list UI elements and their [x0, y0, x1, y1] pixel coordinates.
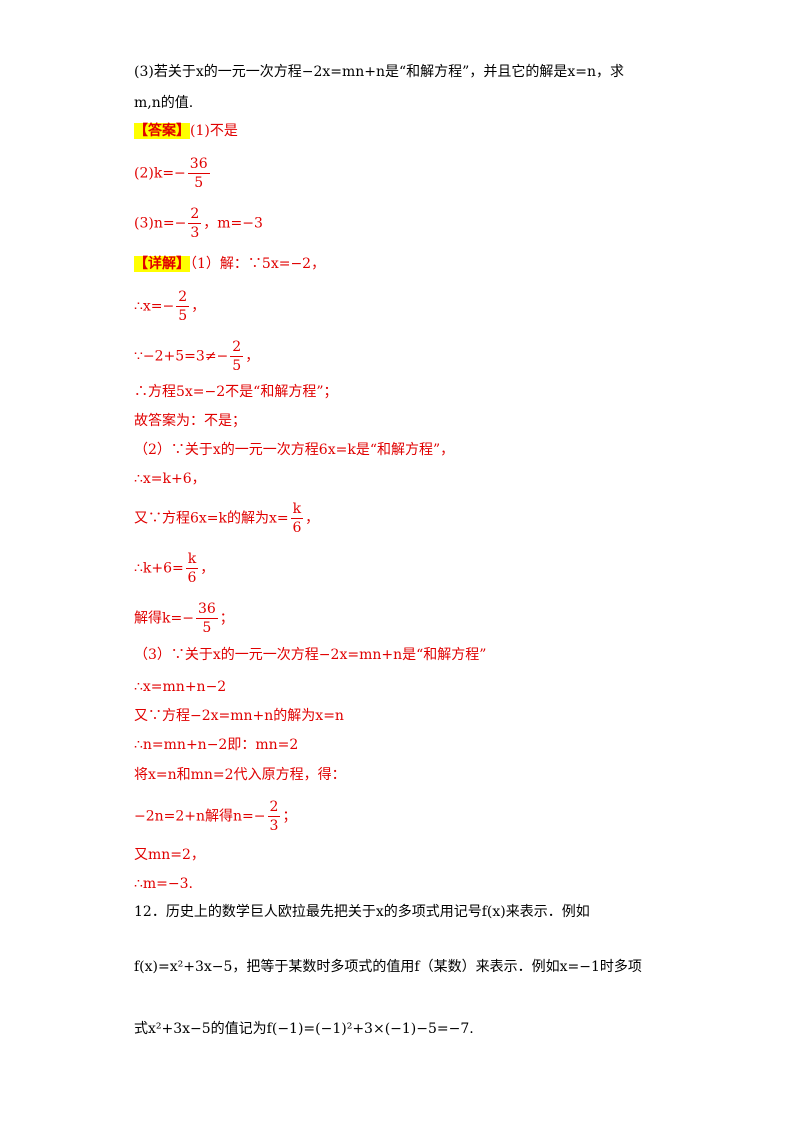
detail-tag: 【详解】 — [134, 256, 190, 272]
detail-line-18: ∴m=−3. — [134, 876, 194, 892]
detail-line-12: ∴x=mn+n−2 — [134, 679, 227, 695]
detail-line-16: −2n=2+n解得n=− 2 3； — [134, 799, 297, 834]
detail-line-7: ∴x=k+6， — [134, 471, 206, 487]
answer-tag: 【答案】 — [134, 123, 190, 139]
question-3-line-1: (3)若关于x的一元一次方程−2x=mn+n是“和解方程”，并且它的解是x=n，… — [134, 64, 624, 80]
fraction: 36 5 — [195, 601, 218, 636]
detail-line-1: 【详解】（1）解：∵5x=−2， — [134, 256, 326, 272]
question-12-line-3: 式x²+3x−5的值记为f(−1)=(−1)²+3×(−1)−5=−7. — [134, 1021, 474, 1037]
detail-line-6: （2）∵关于x的一元一次方程6x=k是“和解方程”， — [134, 442, 455, 458]
question-12-line-1: 12．历史上的数学巨人欧拉最先把关于x的多项式用记号f(x)来表示．例如 — [134, 904, 590, 920]
detail-line-11: （3）∵关于x的一元一次方程−2x=mn+n是“和解方程” — [134, 647, 487, 663]
answer-line-1: 【答案】(1)不是 — [134, 123, 238, 139]
question-12-line-2: f(x)=x²+3x−5，把等于某数时多项式的值用f（某数）来表示．例如x=−1… — [134, 959, 642, 975]
detail-line-10: 解得k=− 36 5； — [134, 601, 234, 636]
detail-line-5: 故答案为：不是； — [134, 413, 246, 429]
question-3-line-2: m,n的值. — [134, 95, 194, 111]
fraction: 36 5 — [187, 156, 210, 191]
answer-line-2: (2)k=− 36 5 — [134, 156, 210, 191]
detail-line-4: ∴方程5x=−2不是“和解方程”； — [134, 384, 338, 400]
detail-line-14: ∴n=mn+n−2即：mn=2 — [134, 737, 299, 753]
answer-line-3: (3)n=− 2 3 ，m=−3 — [134, 206, 263, 241]
detail-line-3: ∵−2+5=3≠− 2 5， — [134, 339, 260, 374]
detail-line-13: 又∵方程−2x=mn+n的解为x=n — [134, 708, 344, 724]
detail-line-17: 又mn=2， — [134, 847, 205, 863]
detail-line-2: ∴x=− 2 5， — [134, 289, 206, 324]
detail-line-9: ∴k+6= k 6， — [134, 551, 215, 586]
detail-line-15: 将x=n和mn=2代入原方程，得： — [134, 767, 346, 783]
detail-line-8: 又∵方程6x=k的解为x= k 6， — [134, 501, 320, 536]
